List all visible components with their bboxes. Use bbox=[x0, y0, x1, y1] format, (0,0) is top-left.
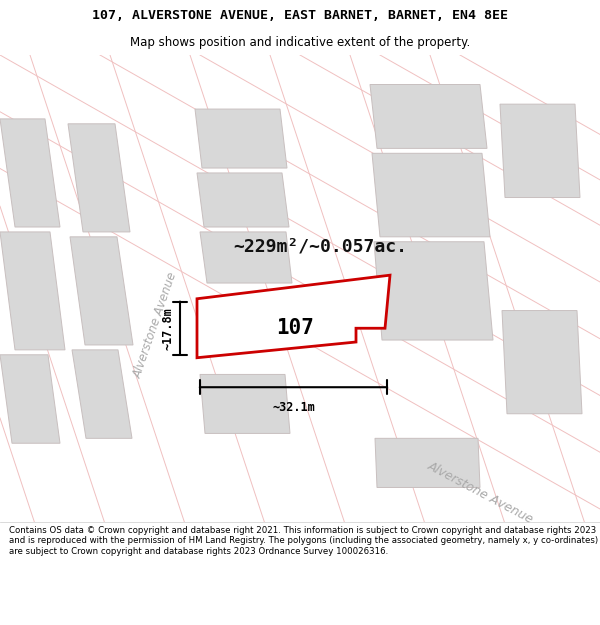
Polygon shape bbox=[0, 119, 60, 227]
Text: 107: 107 bbox=[276, 318, 314, 338]
Polygon shape bbox=[197, 275, 390, 358]
Polygon shape bbox=[72, 350, 132, 438]
Polygon shape bbox=[70, 237, 133, 345]
Polygon shape bbox=[375, 438, 480, 488]
Text: ~229m²/~0.057ac.: ~229m²/~0.057ac. bbox=[233, 238, 407, 256]
Polygon shape bbox=[500, 104, 580, 198]
Polygon shape bbox=[195, 109, 287, 168]
Text: ~17.8m: ~17.8m bbox=[162, 307, 175, 349]
Text: Alverstone Avenue: Alverstone Avenue bbox=[425, 459, 535, 526]
Text: Map shows position and indicative extent of the property.: Map shows position and indicative extent… bbox=[130, 36, 470, 49]
Polygon shape bbox=[200, 374, 290, 433]
Polygon shape bbox=[68, 124, 130, 232]
Text: Contains OS data © Crown copyright and database right 2021. This information is : Contains OS data © Crown copyright and d… bbox=[9, 526, 598, 556]
Polygon shape bbox=[0, 355, 60, 443]
Polygon shape bbox=[372, 153, 490, 237]
Text: 107, ALVERSTONE AVENUE, EAST BARNET, BARNET, EN4 8EE: 107, ALVERSTONE AVENUE, EAST BARNET, BAR… bbox=[92, 9, 508, 22]
Polygon shape bbox=[374, 242, 493, 340]
Polygon shape bbox=[0, 232, 65, 350]
Text: Alverstone Avenue: Alverstone Avenue bbox=[131, 271, 179, 380]
Polygon shape bbox=[197, 173, 289, 227]
Polygon shape bbox=[200, 232, 292, 283]
Polygon shape bbox=[370, 84, 487, 148]
Polygon shape bbox=[0, 55, 600, 522]
Text: ~32.1m: ~32.1m bbox=[272, 401, 315, 414]
Polygon shape bbox=[502, 311, 582, 414]
